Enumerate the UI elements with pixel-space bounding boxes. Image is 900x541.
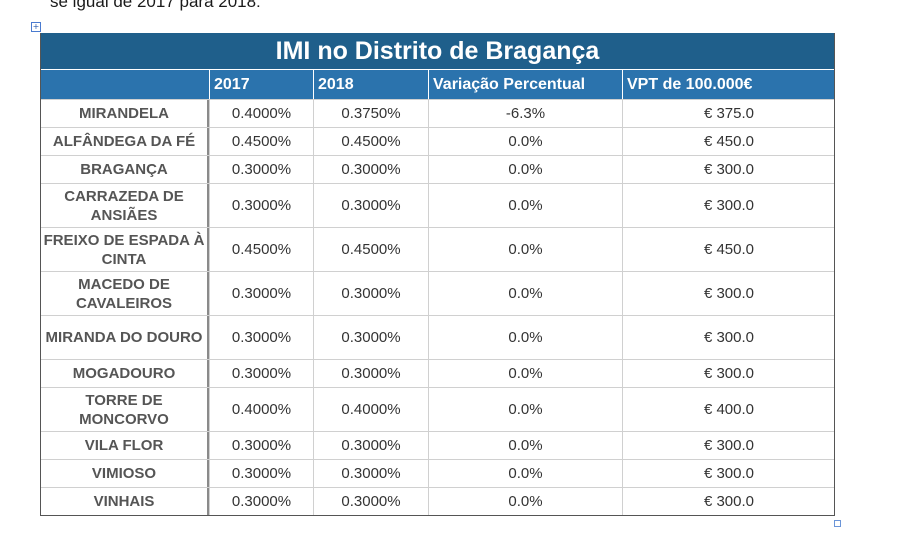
vpt-cell: € 450.0 xyxy=(622,228,834,271)
rate-2017-cell: 0.3000% xyxy=(209,432,313,459)
municipality-cell: VILA FLOR xyxy=(41,432,209,459)
intro-text: se igual de 2017 para 2018: xyxy=(50,0,261,11)
rate-2018-cell: 0.3000% xyxy=(313,184,428,227)
header-2017: 2017 xyxy=(209,70,313,99)
vpt-cell: € 400.0 xyxy=(622,388,834,431)
rate-2017-cell: 0.3000% xyxy=(209,316,313,359)
resize-handle-icon[interactable] xyxy=(834,520,841,527)
header-2018: 2018 xyxy=(313,70,428,99)
rate-2018-cell: 0.3000% xyxy=(313,488,428,515)
table-title: IMI no Distrito de Bragança xyxy=(41,33,834,69)
municipality-cell: ALFÂNDEGA DA FÉ xyxy=(41,128,209,155)
table-row: VIMIOSO 0.3000% 0.3000% 0.0% € 300.0 xyxy=(41,459,834,487)
table-row: CARRAZEDA DE ANSIÃES 0.3000% 0.3000% 0.0% € … xyxy=(41,183,834,227)
table-row: VILA FLOR 0.3000% 0.3000% 0.0% € 300.0 xyxy=(41,431,834,459)
table-row: MIRANDELA 0.4000% 0.3750% -6.3% € 375.0 xyxy=(41,99,834,127)
rate-2017-cell: 0.4000% xyxy=(209,388,313,431)
variation-cell: 0.0% xyxy=(428,228,622,271)
variation-cell: 0.0% xyxy=(428,272,622,315)
variation-cell: 0.0% xyxy=(428,184,622,227)
variation-cell: 0.0% xyxy=(428,388,622,431)
rate-2017-cell: 0.3000% xyxy=(209,460,313,487)
rate-2017-cell: 0.3000% xyxy=(209,272,313,315)
municipality-cell: VINHAIS xyxy=(41,488,209,515)
vpt-cell: € 375.0 xyxy=(622,100,834,127)
variation-cell: 0.0% xyxy=(428,360,622,387)
municipality-cell: BRAGANÇA xyxy=(41,156,209,183)
rate-2017-cell: 0.3000% xyxy=(209,360,313,387)
rate-2018-cell: 0.4500% xyxy=(313,128,428,155)
table-header-row: 2017 2018 Variação Percentual VPT de 100… xyxy=(41,69,834,99)
variation-cell: 0.0% xyxy=(428,128,622,155)
rate-2018-cell: 0.3000% xyxy=(313,460,428,487)
vpt-cell: € 300.0 xyxy=(622,184,834,227)
vpt-cell: € 300.0 xyxy=(622,272,834,315)
municipality-cell: TORRE DE MONCORVO xyxy=(41,388,209,431)
header-vpt: VPT de 100.000€ xyxy=(622,70,834,99)
rate-2017-cell: 0.4500% xyxy=(209,128,313,155)
table-row: MIRANDA DO DOURO 0.3000% 0.3000% 0.0% € 300.… xyxy=(41,315,834,359)
vpt-cell: € 300.0 xyxy=(622,432,834,459)
municipality-cell: MIRANDA DO DOURO xyxy=(41,316,209,359)
municipality-cell: VIMIOSO xyxy=(41,460,209,487)
rate-2018-cell: 0.4500% xyxy=(313,228,428,271)
rate-2017-cell: 0.4000% xyxy=(209,100,313,127)
table-row: TORRE DE MONCORVO 0.4000% 0.4000% 0.0% € 400… xyxy=(41,387,834,431)
rate-2017-cell: 0.4500% xyxy=(209,228,313,271)
vpt-cell: € 300.0 xyxy=(622,488,834,515)
rate-2017-cell: 0.3000% xyxy=(209,488,313,515)
variation-cell: 0.0% xyxy=(428,488,622,515)
table-row: FREIXO DE ESPADA À CINTA 0.4500% 0.4500% 0.… xyxy=(41,227,834,271)
rate-2018-cell: 0.3750% xyxy=(313,100,428,127)
rate-2018-cell: 0.3000% xyxy=(313,360,428,387)
move-handle-icon[interactable]: + xyxy=(31,22,41,32)
vpt-cell: € 300.0 xyxy=(622,156,834,183)
header-empty xyxy=(41,70,209,99)
rate-2018-cell: 0.3000% xyxy=(313,272,428,315)
municipality-cell: FREIXO DE ESPADA À CINTA xyxy=(41,228,209,271)
municipality-cell: MACEDO DE CAVALEIROS xyxy=(41,272,209,315)
rate-2018-cell: 0.3000% xyxy=(313,156,428,183)
rate-2018-cell: 0.4000% xyxy=(313,388,428,431)
variation-cell: 0.0% xyxy=(428,432,622,459)
municipality-cell: MIRANDELA xyxy=(41,100,209,127)
municipality-cell: CARRAZEDA DE ANSIÃES xyxy=(41,184,209,227)
vpt-cell: € 300.0 xyxy=(622,316,834,359)
rate-2018-cell: 0.3000% xyxy=(313,316,428,359)
vpt-cell: € 300.0 xyxy=(622,460,834,487)
imi-table: IMI no Distrito de Bragança 2017 2018 Va… xyxy=(40,33,835,516)
municipality-cell: MOGADOURO xyxy=(41,360,209,387)
table-row: MOGADOURO 0.3000% 0.3000% 0.0% € 300.0 xyxy=(41,359,834,387)
vpt-cell: € 300.0 xyxy=(622,360,834,387)
table-row: MACEDO DE CAVALEIROS 0.3000% 0.3000% 0.0% € … xyxy=(41,271,834,315)
rate-2017-cell: 0.3000% xyxy=(209,184,313,227)
vpt-cell: € 450.0 xyxy=(622,128,834,155)
variation-cell: 0.0% xyxy=(428,156,622,183)
table-row: ALFÂNDEGA DA FÉ 0.4500% 0.4500% 0.0% € 450.0 xyxy=(41,127,834,155)
table-body: MIRANDELA 0.4000% 0.3750% -6.3% € 375.0 ALFÂN… xyxy=(41,99,834,515)
table-row: BRAGANÇA 0.3000% 0.3000% 0.0% € 300.0 xyxy=(41,155,834,183)
variation-cell: 0.0% xyxy=(428,316,622,359)
header-variation: Variação Percentual xyxy=(428,70,622,99)
variation-cell: 0.0% xyxy=(428,460,622,487)
table-row: VINHAIS 0.3000% 0.3000% 0.0% € 300.0 xyxy=(41,487,834,515)
rate-2018-cell: 0.3000% xyxy=(313,432,428,459)
rate-2017-cell: 0.3000% xyxy=(209,156,313,183)
variation-cell: -6.3% xyxy=(428,100,622,127)
